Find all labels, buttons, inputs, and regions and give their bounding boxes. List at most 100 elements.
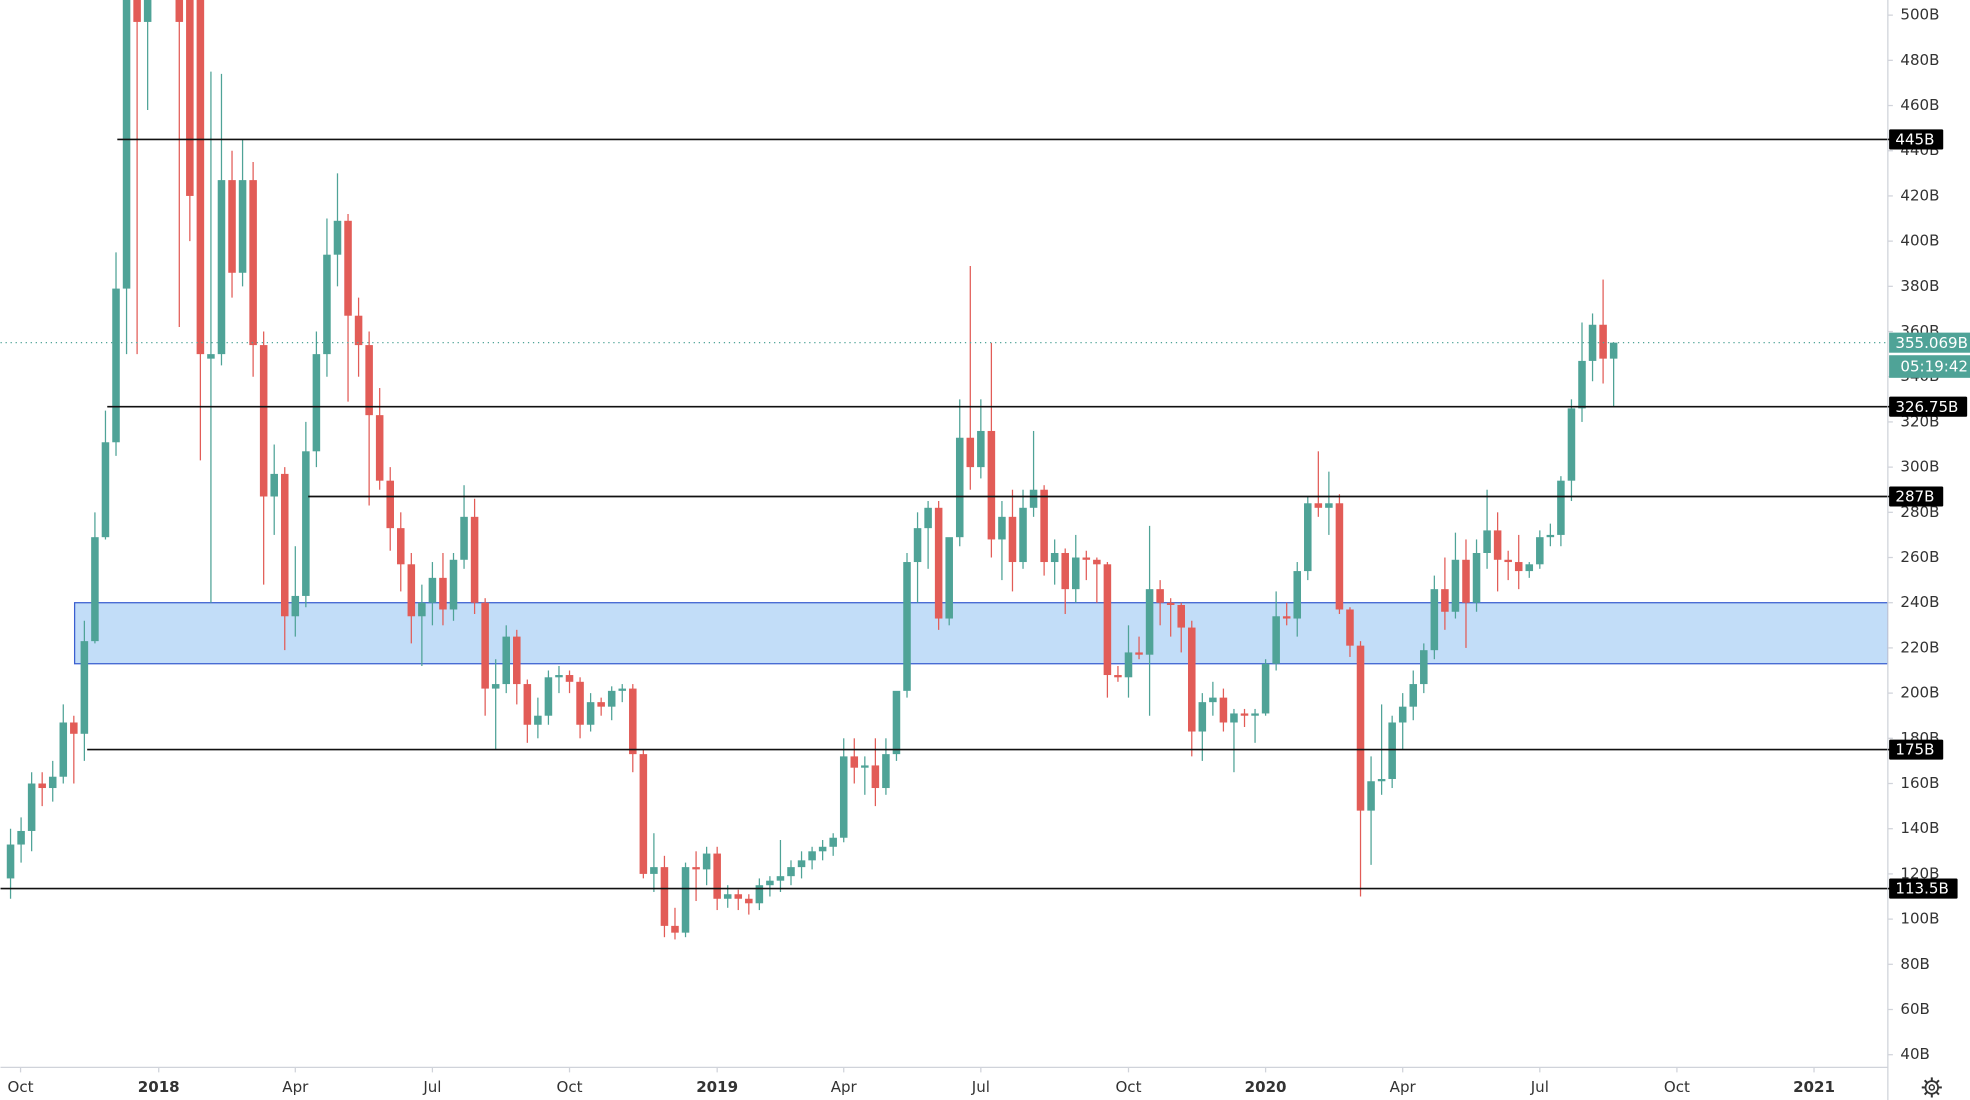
- candle-body: [861, 765, 869, 768]
- candle-body: [987, 430, 996, 540]
- candle-body: [1230, 713, 1238, 723]
- candle-body: [17, 830, 25, 845]
- candle-body: [481, 602, 489, 689]
- candle-body: [1209, 697, 1217, 703]
- y-tick-label: 200B: [1900, 684, 1939, 702]
- candle-body: [692, 867, 700, 870]
- candle-body: [534, 715, 542, 725]
- candle-body: [38, 783, 46, 789]
- candle-body: [882, 754, 890, 789]
- candle-body: [249, 180, 257, 346]
- y-tick-label: 140B: [1900, 819, 1939, 837]
- level-label: 445B: [1895, 131, 1934, 149]
- candle-body: [576, 681, 584, 725]
- y-tick-label: 100B: [1900, 910, 1939, 928]
- candle-body: [428, 577, 437, 603]
- y-tick-label: 220B: [1900, 638, 1939, 656]
- candle-body: [70, 722, 78, 734]
- candle-body: [1145, 589, 1154, 655]
- candle-body: [1430, 589, 1439, 651]
- x-tick-label: 2019: [696, 1078, 738, 1096]
- candle-body: [1103, 564, 1112, 676]
- candle-body: [143, 0, 152, 22]
- x-tick-label: 2018: [138, 1078, 180, 1096]
- x-tick-label: Oct: [1664, 1078, 1690, 1096]
- candle-body: [1588, 324, 1597, 361]
- candle-body: [934, 507, 943, 619]
- x-tick-label: Apr: [1390, 1078, 1417, 1096]
- candle-body: [1293, 571, 1302, 619]
- candle-body: [1019, 507, 1027, 563]
- countdown-tag: [1889, 355, 1970, 378]
- candle-body: [502, 636, 511, 685]
- candle-body: [913, 528, 922, 563]
- candle-body: [966, 437, 975, 468]
- candle-body: [133, 0, 141, 22]
- candle-body: [333, 220, 342, 255]
- candle-body: [238, 180, 247, 273]
- candle-body: [1388, 722, 1396, 779]
- candle-body: [323, 254, 331, 355]
- candle-body: [259, 345, 268, 497]
- candle-body: [1061, 552, 1069, 590]
- candle-body: [808, 851, 816, 861]
- support-zone: [73, 602, 1888, 665]
- candle-body: [1156, 589, 1164, 603]
- candle-body: [818, 846, 827, 852]
- y-tick-label: 460B: [1900, 96, 1939, 114]
- candle-body: [1050, 552, 1059, 563]
- y-tick-label: 40B: [1900, 1045, 1929, 1063]
- y-tick-label: 320B: [1900, 412, 1939, 430]
- x-tick-label: Oct: [8, 1078, 34, 1096]
- candle-body: [280, 473, 289, 617]
- candle-body: [1599, 324, 1607, 359]
- y-tick-label: 480B: [1900, 51, 1939, 69]
- y-tick-label: 240B: [1900, 593, 1939, 611]
- candle-body: [397, 528, 405, 565]
- candle-body: [523, 684, 532, 725]
- candle-body: [839, 756, 848, 838]
- candle-body: [1335, 503, 1344, 610]
- settings-button[interactable]: [1921, 1077, 1942, 1098]
- candle-body: [1609, 342, 1618, 359]
- last-price-label: 355.069B: [1895, 334, 1968, 352]
- candle-body: [850, 756, 859, 768]
- candle-body: [1514, 562, 1523, 572]
- candle-body: [1377, 778, 1386, 782]
- candle-body: [1325, 503, 1333, 508]
- y-tick-label: 120B: [1900, 864, 1939, 882]
- level-tag: [1889, 396, 1968, 417]
- candle-body: [977, 430, 985, 468]
- candle-body: [1409, 684, 1418, 707]
- candle-body: [1462, 559, 1470, 603]
- y-tick-label: 500B: [1900, 6, 1939, 24]
- axes: 40B60B80B100B120B140B160B180B200B220B240…: [8, 6, 1970, 1096]
- candle-body: [713, 853, 721, 899]
- candle-body: [1198, 702, 1207, 732]
- candle-body: [660, 867, 669, 926]
- candle-body: [892, 690, 901, 755]
- y-tick-label: 380B: [1900, 277, 1939, 295]
- candle-body: [787, 867, 795, 877]
- candle-body: [354, 315, 363, 346]
- candle-body: [1188, 627, 1196, 732]
- candle-body: [1504, 559, 1512, 563]
- candle-body: [1536, 537, 1544, 565]
- candle-body: [1282, 616, 1291, 619]
- candle-body: [112, 288, 120, 443]
- y-tick-label: 420B: [1900, 186, 1939, 204]
- x-tick-label: Oct: [1115, 1078, 1141, 1096]
- y-tick-label: 160B: [1900, 774, 1939, 792]
- level-label: 326.75B: [1895, 398, 1958, 416]
- candle-body: [1040, 489, 1048, 563]
- candle-body: [418, 602, 426, 617]
- candle-body: [1177, 604, 1185, 628]
- candle-body: [544, 677, 553, 716]
- candle-body: [48, 776, 57, 789]
- candle-body: [1071, 557, 1080, 590]
- y-tick-label: 60B: [1900, 1000, 1929, 1018]
- level-tag: [1889, 878, 1958, 899]
- candle-body: [1114, 675, 1122, 678]
- candle-body: [291, 595, 300, 617]
- candle-body: [1493, 530, 1502, 560]
